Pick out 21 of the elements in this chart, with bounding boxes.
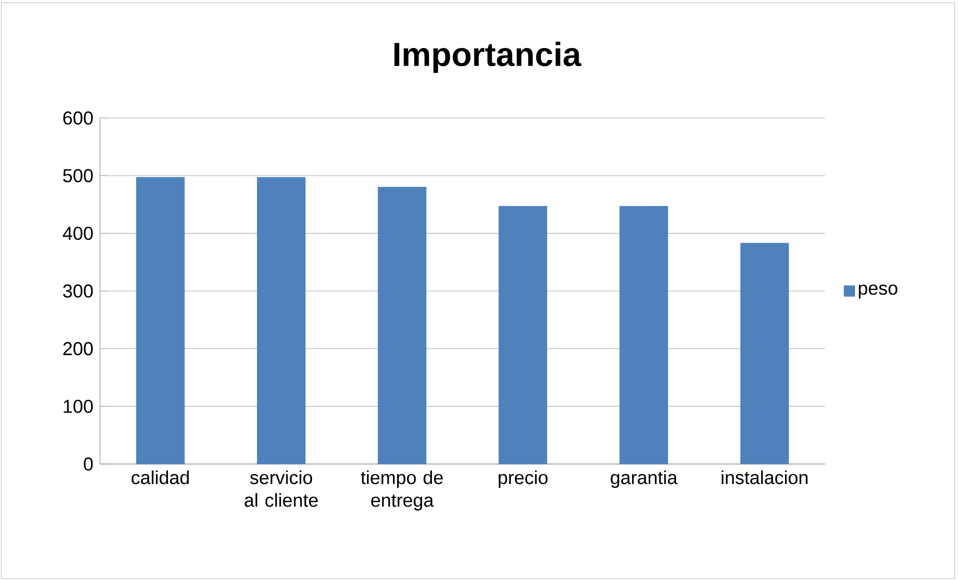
- x-tick-label: precio: [498, 470, 548, 488]
- chart-title: Importancia: [394, 42, 582, 73]
- x-tick-label: servicio al cliente: [244, 470, 318, 507]
- y-tick-label: 200: [63, 342, 93, 356]
- x-tick-label: calidad: [132, 470, 189, 484]
- y-tick-label: 300: [63, 284, 93, 298]
- y-tick-label: 0: [84, 457, 93, 471]
- y-tick-label: 600: [63, 111, 93, 125]
- legend-label: peso: [858, 284, 898, 298]
- bar: [498, 206, 548, 464]
- bar: [136, 177, 185, 464]
- bar: [740, 242, 789, 464]
- bar: [378, 186, 426, 464]
- y-tick-label: 100: [64, 400, 93, 413]
- y-tick-label: 400: [62, 226, 93, 240]
- bar: [256, 177, 306, 464]
- bar: [619, 206, 668, 464]
- y-tick-label: 500: [63, 169, 93, 182]
- x-tick-label: tiempo de entrega: [360, 470, 443, 511]
- x-tick-label: garantia: [610, 470, 678, 488]
- x-tick-label: instalacion: [722, 470, 808, 484]
